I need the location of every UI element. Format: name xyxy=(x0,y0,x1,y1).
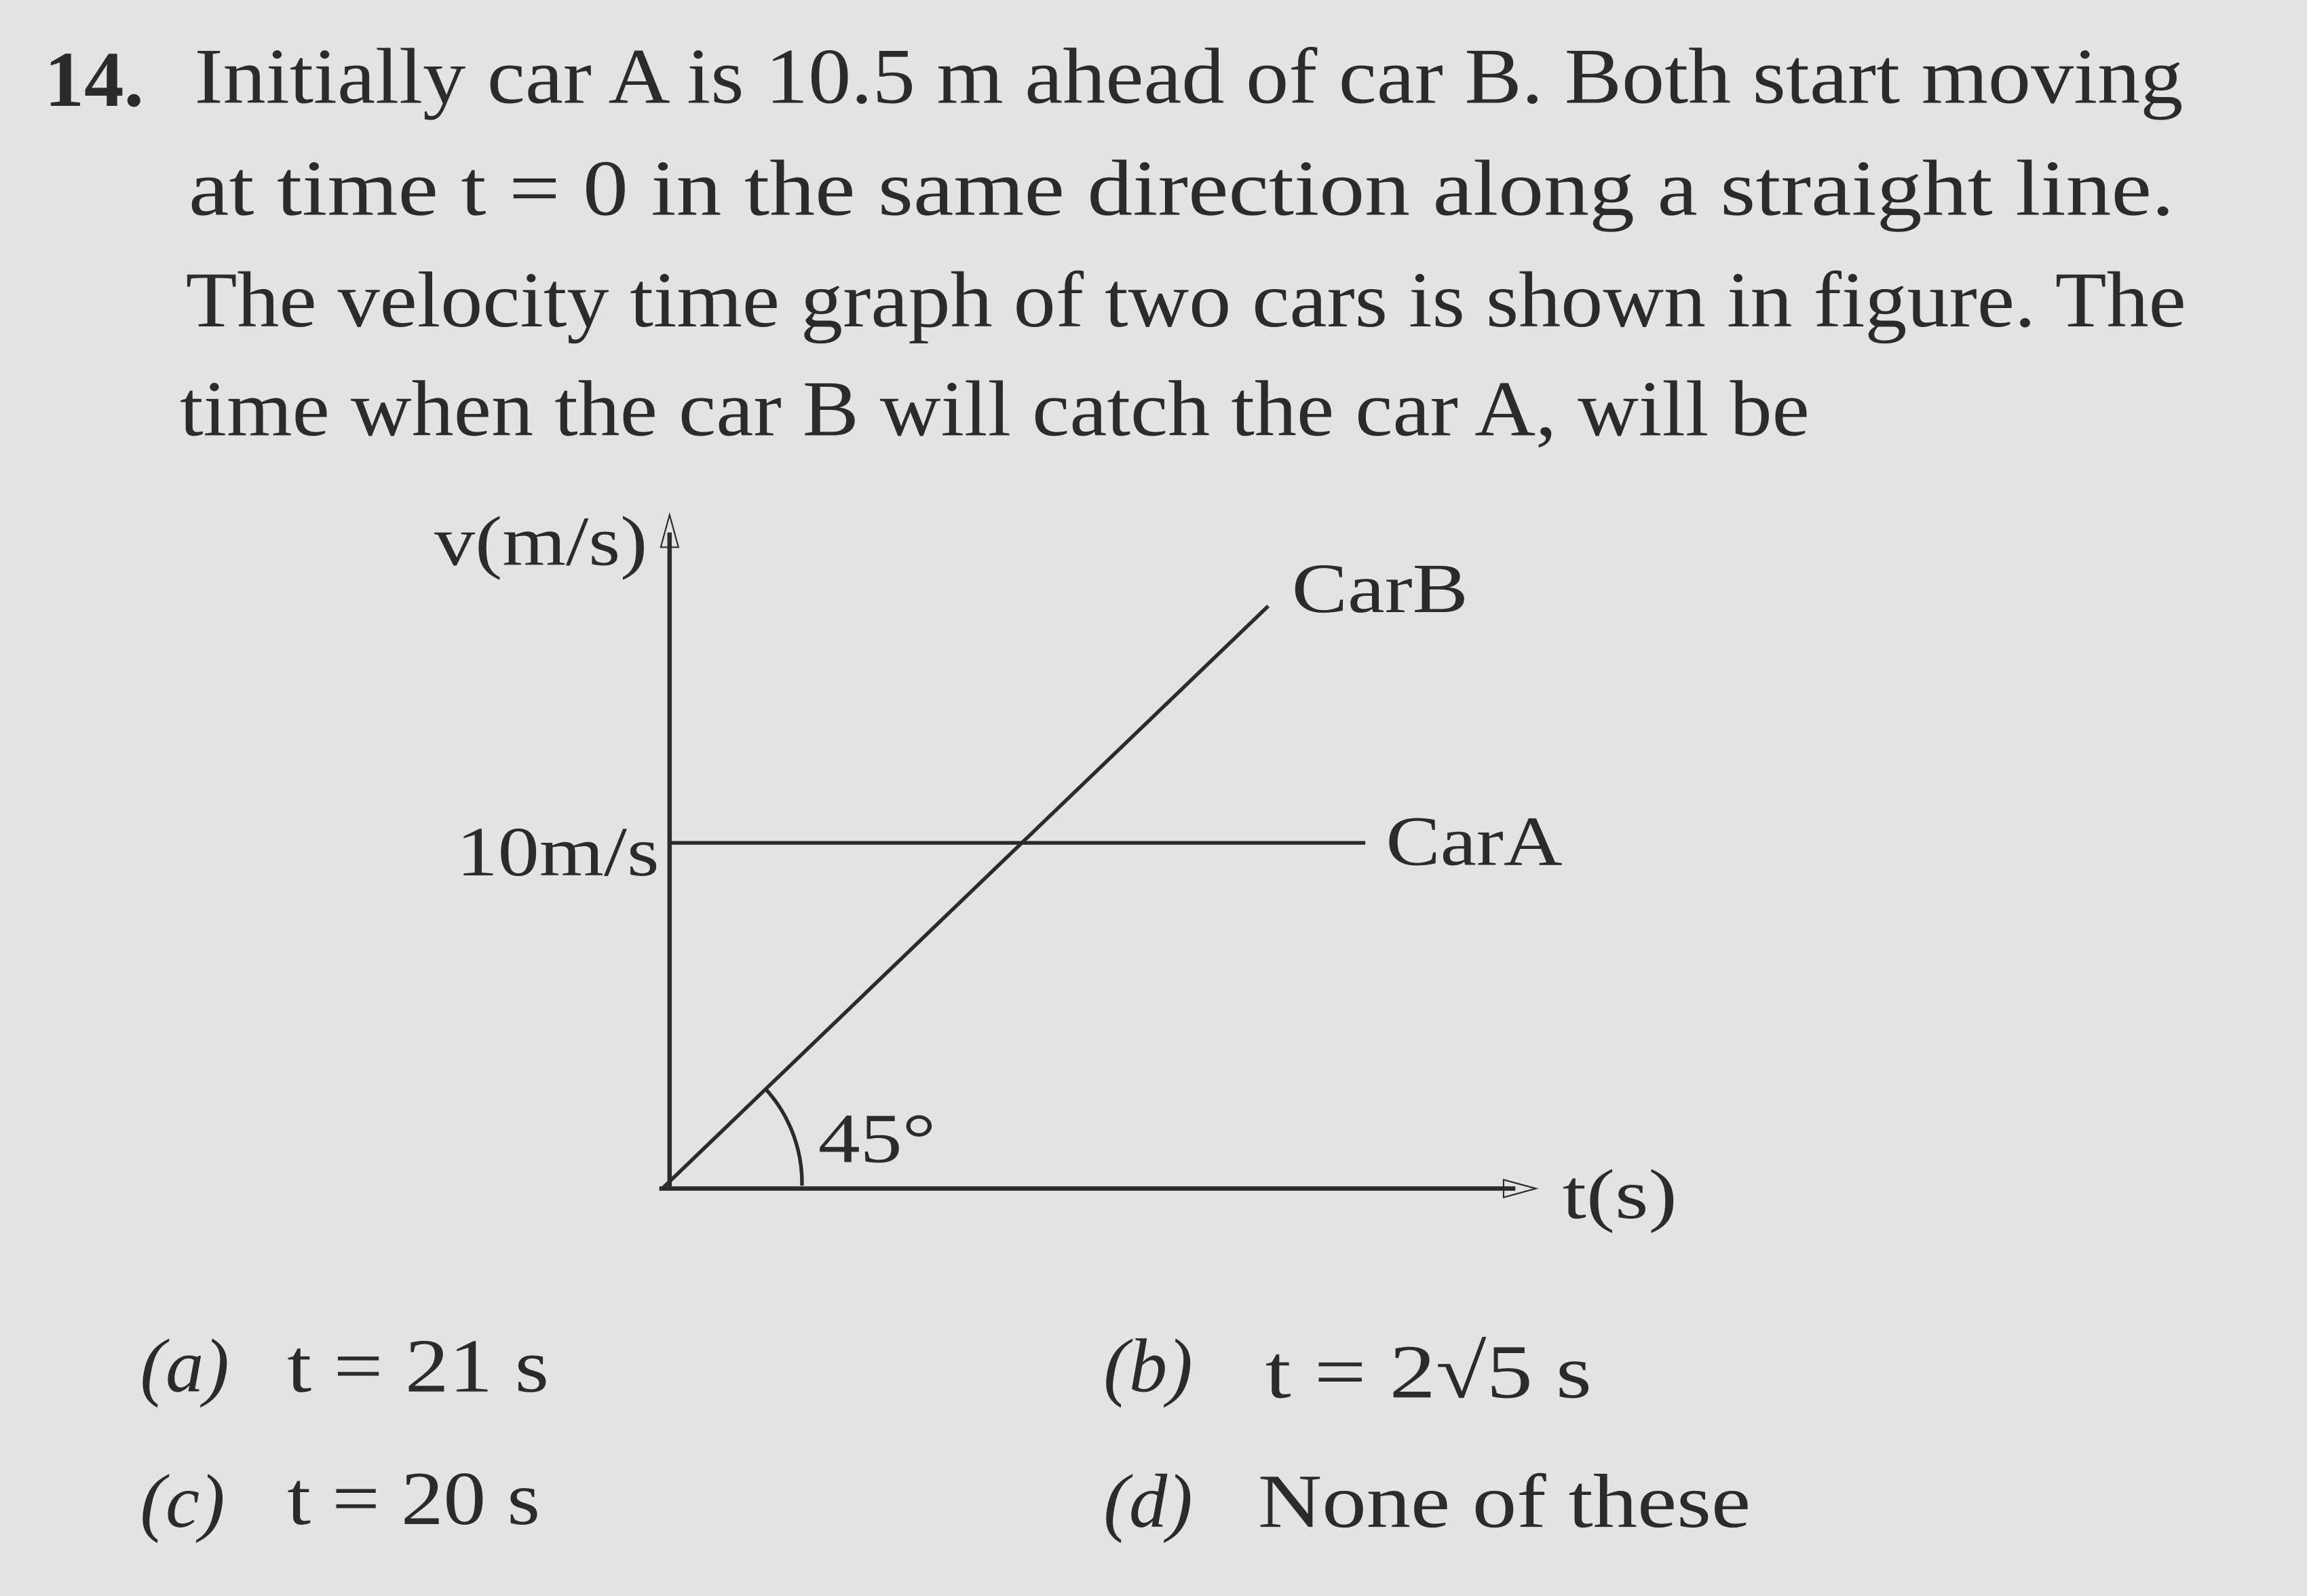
option-text: t = 2√5 s xyxy=(1265,1330,1592,1414)
question-line: at time t = 0 in the same direction alon… xyxy=(189,145,2174,232)
option-text: t = 21 s xyxy=(287,1325,549,1409)
option-text: t = 20 s xyxy=(287,1457,540,1541)
y-value-label: 10m/s xyxy=(456,812,659,891)
option-label: (c) xyxy=(140,1460,225,1544)
y-axis-arrow xyxy=(660,512,680,548)
question-number: 14. xyxy=(45,36,144,124)
angle-label: 45° xyxy=(818,1099,936,1178)
question-line: The velocity time graph of two cars is s… xyxy=(186,256,2186,344)
graph: v(m/s) CarB 10m/s CarA 45° t(s) xyxy=(434,501,1677,1233)
option-label: (a) xyxy=(140,1325,229,1409)
angle-arc xyxy=(763,1087,804,1186)
car-b-line xyxy=(661,605,1270,1190)
question-line: time when the car B will catch the car A… xyxy=(180,366,1810,453)
x-axis-arrow xyxy=(1502,1179,1539,1198)
option-label: (b) xyxy=(1103,1325,1192,1409)
option-label: (d) xyxy=(1103,1460,1192,1544)
y-axis-label: v(m/s) xyxy=(434,501,647,580)
option-text: None of these xyxy=(1258,1460,1751,1544)
x-axis-label: t(s) xyxy=(1563,1155,1677,1234)
car-a-label: CarA xyxy=(1386,802,1563,881)
car-b-label: CarB xyxy=(1292,549,1468,628)
question-line: Initially car A is 10.5 m ahead of car B… xyxy=(195,33,2184,121)
